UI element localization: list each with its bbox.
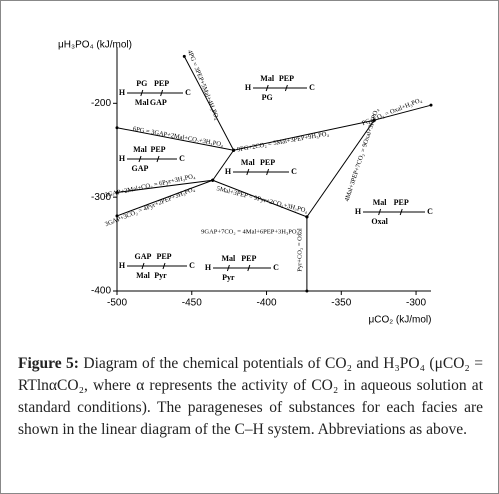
triple-point xyxy=(372,118,376,122)
facies-end: C xyxy=(189,261,195,270)
facies-end: H xyxy=(119,261,126,270)
triple-point xyxy=(182,54,186,58)
reaction-label: 5Mal+3PEP = 9Pyr+2CO₂+3H₃PO₄ xyxy=(216,185,309,215)
facies-label: Pyr xyxy=(154,271,167,280)
triple-point xyxy=(232,148,236,152)
facies-tick xyxy=(162,262,166,270)
x-tick-label: -500 xyxy=(107,298,127,309)
facies-tick xyxy=(156,155,160,163)
facies-label: PEP xyxy=(279,74,294,83)
phase-boundary xyxy=(306,119,375,218)
facies-end: H xyxy=(245,83,252,92)
phase-boundary xyxy=(116,179,213,193)
chart: -500 -450 -400 -350 -300 -400 -300 -200 μCO₂ (kJ… xyxy=(58,40,433,326)
facies-label: Mal xyxy=(373,198,388,207)
facies-label: PEP xyxy=(241,254,256,263)
facies-tick xyxy=(141,262,145,270)
facies-label: PEP xyxy=(260,158,275,167)
triple-point xyxy=(429,103,433,107)
facies-label: PEP xyxy=(394,198,409,207)
facies-label: Mal xyxy=(133,145,148,154)
facies-end: C xyxy=(179,154,185,163)
x-tick-label: -450 xyxy=(182,298,202,309)
facies-tick xyxy=(247,264,251,272)
facies-tick xyxy=(265,84,269,92)
facies-label: Mal xyxy=(135,98,150,107)
facies-tick xyxy=(378,208,382,216)
facies-end: C xyxy=(309,83,315,92)
phase-boundary xyxy=(233,119,375,151)
y-tick-label: -200 xyxy=(91,98,111,109)
y-axis-label: μH₃PO₄ (kJ/mol) xyxy=(58,40,132,51)
facies-label: Mal xyxy=(222,254,237,263)
caption-text: Diagram of the chemical potentials of CO… xyxy=(18,355,483,438)
triple-point xyxy=(115,214,119,218)
facies-label: GAP xyxy=(132,164,149,173)
phase-boundary xyxy=(212,179,308,218)
facies-label: Oxal xyxy=(371,217,388,226)
facies-tick xyxy=(266,168,270,176)
triple-point xyxy=(211,178,215,182)
facies-label: GAP xyxy=(135,252,152,261)
facies-label: Mal xyxy=(241,158,256,167)
facies-label: PG xyxy=(262,93,273,102)
facies-tick xyxy=(226,264,230,272)
phase-boundary xyxy=(116,179,213,217)
facies-end: C xyxy=(427,207,433,216)
triple-point xyxy=(115,126,119,130)
reaction-label: Pyr+CO₂ = Oxal xyxy=(296,228,303,272)
facies-tick xyxy=(138,155,142,163)
facies-end: C xyxy=(273,263,279,272)
facies-tick xyxy=(246,168,250,176)
triple-point xyxy=(115,190,119,194)
facies-label: PEP xyxy=(154,79,169,88)
phase-boundary xyxy=(374,104,432,121)
facies-label: Mal xyxy=(260,74,275,83)
reaction-label: 9PG+2CO₂ = 5Mal+3PEP+9H₃PO₄ xyxy=(237,130,330,153)
caption-label: Figure 5: xyxy=(18,355,79,372)
facies-end: H xyxy=(119,88,126,97)
facies-tick xyxy=(399,208,403,216)
facies-tick xyxy=(140,89,144,97)
triple-point xyxy=(305,215,309,219)
facies-end: H xyxy=(225,167,232,176)
facies-label: PEP xyxy=(156,252,171,261)
caption: Figure 5: Diagram of the chemical potent… xyxy=(18,353,483,441)
x-tick-label: -400 xyxy=(257,298,277,309)
reaction-label: 4PG = 3PEP+5Mal+4H₃PO₄ xyxy=(186,49,221,122)
phase-boundary xyxy=(212,149,235,181)
facies-label: PEP xyxy=(150,145,165,154)
facies-end: H xyxy=(119,154,126,163)
x-axis-label: μCO₂ (kJ/mol) xyxy=(369,315,432,326)
facies-label: PG xyxy=(136,79,147,88)
phase-boundary xyxy=(116,127,234,151)
reaction-label: 9GAP+7CO₂ = 4Mal+6PEP+3H₃PO₄ xyxy=(201,228,299,235)
y-tick-label: -300 xyxy=(91,192,111,203)
facies-tick xyxy=(284,84,288,92)
facies-end: H xyxy=(205,263,212,272)
facies-label: Mal xyxy=(136,271,151,280)
facies-label: Pyr xyxy=(222,273,235,282)
x-tick-label: -300 xyxy=(406,298,426,309)
facies-label: GAP xyxy=(150,98,167,107)
facies-end: C xyxy=(291,167,297,176)
facies-end: C xyxy=(185,88,191,97)
y-tick-label: -400 xyxy=(91,286,111,297)
facies-tick xyxy=(160,89,164,97)
facies-end: H xyxy=(355,207,362,216)
triple-point xyxy=(305,289,309,293)
x-tick-label: -350 xyxy=(331,298,351,309)
phase-boundary xyxy=(183,56,235,151)
